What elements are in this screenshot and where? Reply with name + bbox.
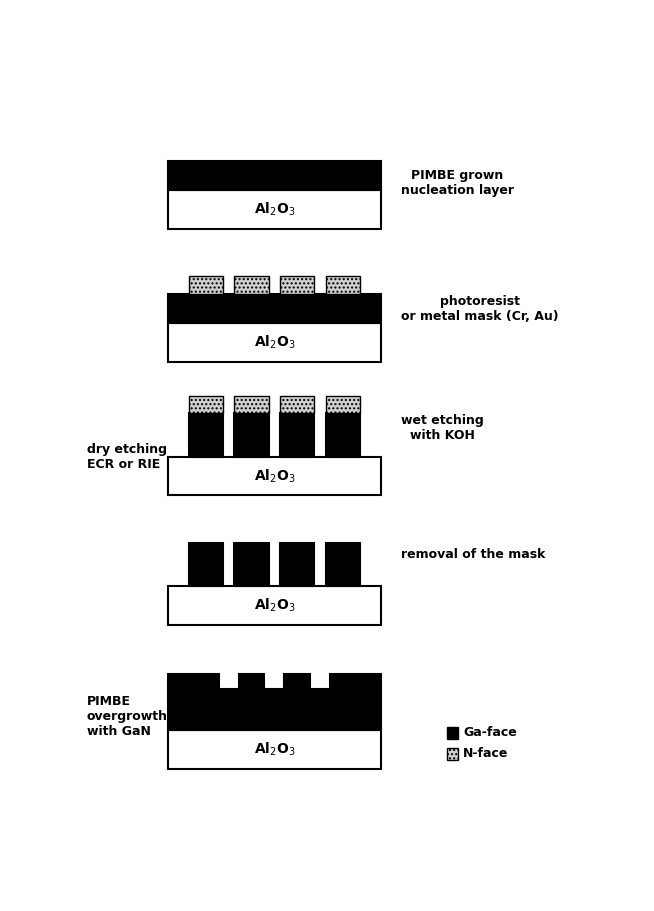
Text: Al$_2$O$_3$: Al$_2$O$_3$ [254, 200, 295, 218]
Bar [189, 543, 223, 587]
Text: PIMBE grown
nucleation layer: PIMBE grown nucleation layer [401, 169, 514, 197]
Bar [168, 456, 381, 496]
Bar [326, 395, 360, 413]
Text: N-face: N-face [463, 747, 508, 761]
Bar [189, 395, 223, 413]
Bar [326, 413, 360, 456]
Bar [168, 323, 381, 362]
Text: Al$_2$O$_3$: Al$_2$O$_3$ [254, 467, 295, 485]
Bar [234, 543, 269, 587]
Bar [234, 395, 269, 413]
Bar [168, 160, 381, 190]
Text: wet etching
with KOH: wet etching with KOH [401, 415, 484, 443]
Bar [168, 587, 381, 625]
Bar [447, 727, 458, 739]
Text: Al$_2$O$_3$: Al$_2$O$_3$ [254, 597, 295, 614]
Bar [280, 395, 315, 413]
Text: PIMBE
overgrowth
with GaN: PIMBE overgrowth with GaN [87, 694, 168, 738]
Bar [168, 294, 381, 323]
Bar [234, 413, 269, 456]
Bar [447, 748, 458, 761]
Text: Al$_2$O$_3$: Al$_2$O$_3$ [254, 333, 295, 352]
Text: dry etching
ECR or RIE: dry etching ECR or RIE [87, 443, 167, 471]
Bar [168, 190, 381, 229]
Text: Ga-face: Ga-face [463, 726, 517, 740]
Text: photoresist
or metal mask (Cr, Au): photoresist or metal mask (Cr, Au) [401, 295, 559, 323]
Bar [326, 276, 360, 294]
Text: Al$_2$O$_3$: Al$_2$O$_3$ [254, 741, 295, 758]
Bar [280, 276, 315, 294]
Bar [280, 413, 315, 456]
Bar [189, 413, 223, 456]
Bar [280, 543, 315, 587]
Polygon shape [168, 674, 381, 730]
Bar [326, 543, 360, 587]
Bar [234, 276, 269, 294]
Text: removal of the mask: removal of the mask [401, 548, 545, 561]
Bar [189, 276, 223, 294]
Bar [168, 730, 381, 769]
